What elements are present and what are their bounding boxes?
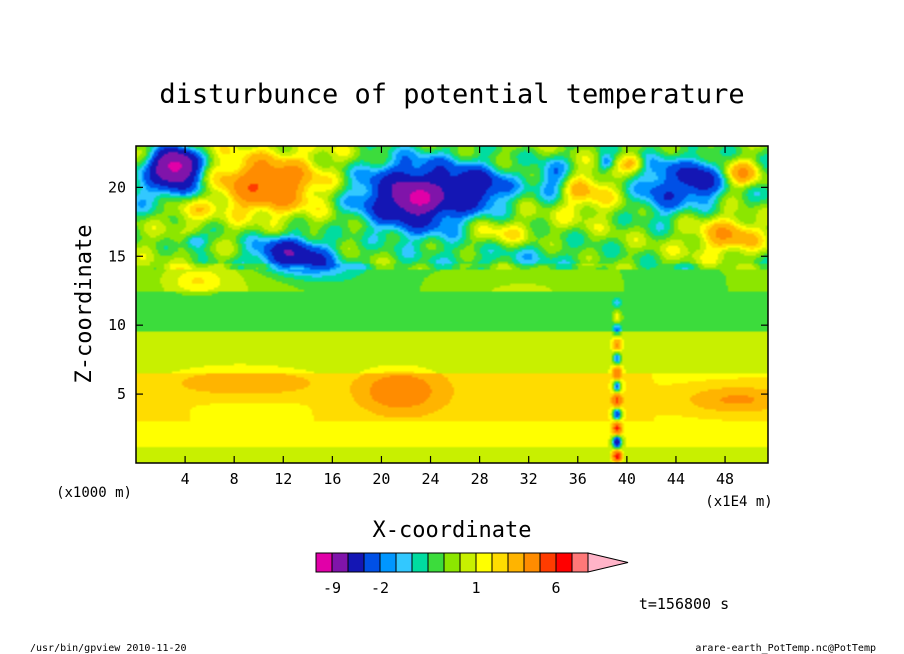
colorbar-box	[475, 552, 493, 573]
chart-title: disturbunce of potential temperature	[159, 79, 744, 110]
colorbar-box	[347, 552, 365, 573]
colorbar-box	[331, 552, 349, 573]
time-label: t=156800 s	[639, 595, 729, 613]
colorbar-box	[539, 552, 557, 573]
y-tick-label: 20	[108, 178, 126, 196]
y-tick-label: 15	[108, 247, 126, 265]
footer-left: /usr/bin/gpview 2010-11-20	[30, 643, 187, 654]
colorbar-box	[507, 552, 525, 573]
plot-area	[135, 145, 769, 464]
colorbar-box	[395, 552, 413, 573]
y-tick-label: 5	[117, 385, 126, 403]
colorbar-tick-label: -9	[323, 579, 341, 597]
x-tick-label: 32	[520, 470, 538, 488]
colorbar-box	[571, 552, 589, 573]
colorbar-tick-label: 6	[551, 579, 560, 597]
y-tick-label: 10	[108, 316, 126, 334]
colorbar-box	[491, 552, 509, 573]
x-tick-label: 12	[274, 470, 292, 488]
x-tick-label: 48	[716, 470, 734, 488]
x-tick-label: 40	[618, 470, 636, 488]
x-tick-label: 16	[323, 470, 341, 488]
colorbar-extend-max	[587, 552, 629, 573]
colorbar-box	[379, 552, 397, 573]
colorbar-box	[427, 552, 445, 573]
colorbar-ticks: -9 -2 1 6	[323, 579, 561, 597]
colorbar	[315, 552, 629, 573]
x-unit-left: (x1000 m)	[56, 485, 132, 501]
colorbar-box	[459, 552, 477, 573]
colorbar-tick-label: -2	[371, 579, 389, 597]
x-tick-label: 4	[181, 470, 190, 488]
y-axis-ticks: 5 10 15 20	[108, 178, 768, 403]
y-axis-title: Z-coordinate	[72, 225, 97, 384]
colorbar-box	[443, 552, 461, 573]
x-axis-title: X-coordinate	[373, 518, 532, 543]
colorbar-box	[523, 552, 541, 573]
x-tick-label: 28	[471, 470, 489, 488]
colorbar-tick-label: 1	[471, 579, 480, 597]
x-axis-ticks: 4 8 12 16 20 24 28 32 36 40 44 48	[181, 146, 734, 488]
x-tick-label: 8	[230, 470, 239, 488]
footer-right: arare-earth_PotTemp.nc@PotTemp	[695, 643, 876, 654]
x-tick-label: 20	[372, 470, 390, 488]
colorbar-box	[363, 552, 381, 573]
x-tick-label: 36	[569, 470, 587, 488]
colorbar-box	[411, 552, 429, 573]
plot-frame	[135, 145, 769, 464]
colorbar-box	[555, 552, 573, 573]
x-tick-label: 24	[421, 470, 439, 488]
x-tick-label: 44	[667, 470, 685, 488]
heatmap-image	[136, 146, 768, 463]
colorbar-box	[315, 552, 333, 573]
x-unit-right: (x1E4 m)	[705, 494, 772, 510]
